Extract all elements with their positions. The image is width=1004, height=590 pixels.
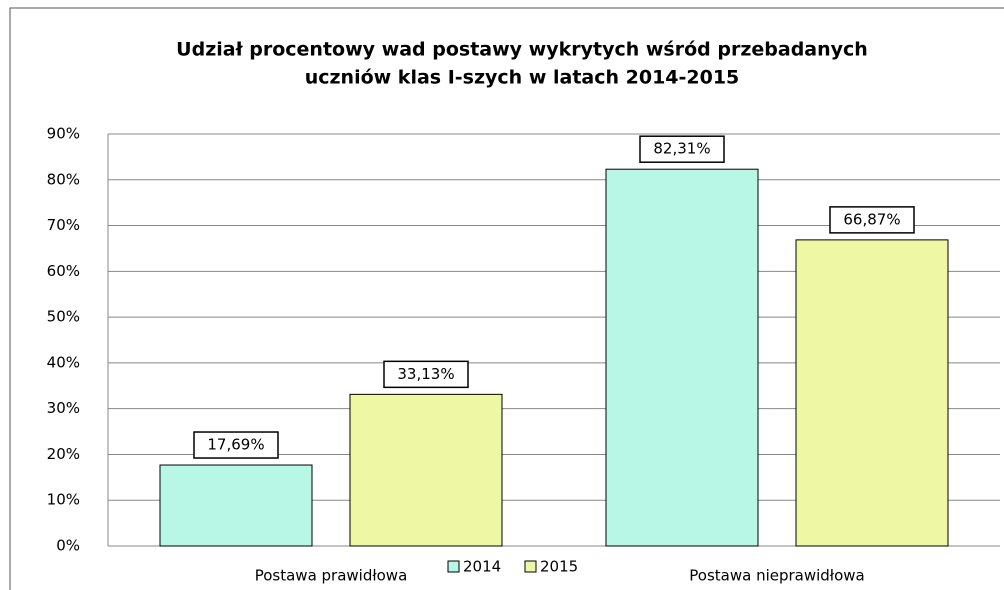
y-tick-label: 40%	[47, 353, 80, 371]
legend-label: 2014	[463, 558, 501, 576]
bar	[159, 464, 313, 547]
y-tick-label: 70%	[47, 216, 80, 234]
y-tick-label: 0%	[56, 537, 80, 555]
legend-swatch	[447, 560, 460, 573]
x-tick-label: Postawa prawidłowa	[255, 567, 408, 585]
chart-title: Udział procentowy wad postawy wykrytych …	[176, 39, 868, 61]
value-label-box	[383, 360, 469, 389]
y-tick-label: 80%	[47, 170, 80, 188]
y-tick-label: 30%	[47, 399, 80, 417]
x-tick-label: Postawa nieprawidłowa	[689, 567, 864, 585]
y-tick-label: 50%	[47, 308, 80, 326]
bar	[795, 239, 949, 547]
value-label: 82,31%	[653, 140, 710, 158]
y-tick-label: 20%	[47, 445, 80, 463]
bar	[605, 168, 759, 547]
bar	[349, 393, 503, 547]
legend-label: 2015	[540, 558, 578, 576]
value-label: 17,69%	[207, 436, 264, 454]
y-tick-label: 60%	[47, 262, 80, 280]
value-label: 33,13%	[397, 365, 454, 383]
legend-swatch	[524, 560, 537, 573]
y-tick-label: 10%	[47, 491, 80, 509]
chart-title: uczniów klas I-szych w latach 2014-2015	[305, 67, 740, 89]
value-label: 66,87%	[843, 210, 900, 228]
value-label-box	[193, 431, 279, 459]
value-label-box	[639, 135, 725, 163]
y-tick-label: 90%	[47, 125, 80, 143]
value-label-box	[829, 206, 915, 234]
